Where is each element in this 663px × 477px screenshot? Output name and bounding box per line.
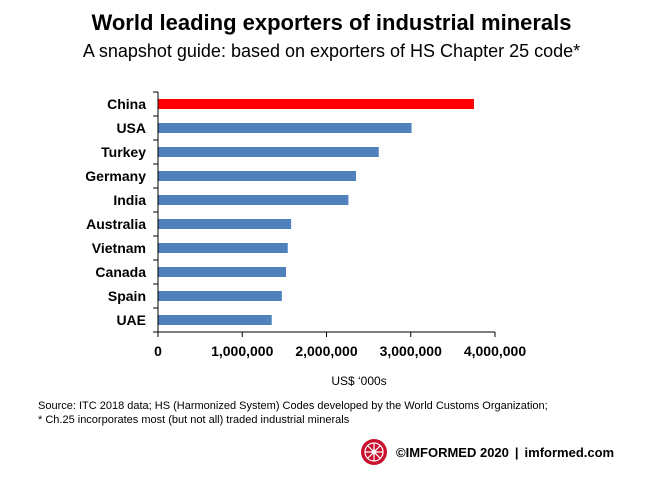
bar-usa [158, 123, 412, 133]
bar-vietnam [158, 243, 288, 253]
bar-germany [158, 171, 356, 181]
chart-subtitle: A snapshot guide: based on exporters of … [82, 41, 581, 61]
x-tick-label: 3,000,000 [380, 343, 442, 359]
x-tick-label: 1,000,000 [211, 343, 273, 359]
category-label: Canada [95, 264, 146, 280]
bar-australia [158, 219, 292, 229]
category-label: Turkey [101, 144, 146, 160]
category-label: Vietnam [92, 240, 146, 256]
category-label: China [107, 96, 146, 112]
category-label: Germany [85, 168, 146, 184]
x-tick-label: 2,000,000 [295, 343, 357, 359]
x-axis-title: US$ ‘000s [331, 374, 386, 388]
bar-india [158, 195, 349, 205]
category-label: Australia [86, 216, 146, 232]
x-tick-label: 0 [154, 343, 162, 359]
footer-copyright: ©IMFORMED 2020 [396, 444, 509, 460]
footer: ©IMFORMED 2020 | imformed.com [360, 437, 614, 467]
bar-canada [158, 267, 287, 277]
category-label: USA [116, 120, 146, 136]
category-label: UAE [116, 312, 146, 328]
chart-title: World leading exporters of industrial mi… [91, 10, 572, 35]
category-label: Spain [108, 288, 146, 304]
category-label: India [113, 192, 146, 208]
bar-turkey [158, 147, 379, 157]
bar-china [158, 99, 474, 109]
footer-website[interactable]: imformed.com [524, 444, 615, 460]
source-line-2: * Ch.25 incorporates most (but not all) … [38, 414, 350, 426]
source-line-1: Source: ITC 2018 data; HS (Harmonized Sy… [38, 400, 548, 412]
x-tick-label: 4,000,000 [464, 343, 526, 359]
bar-uae [158, 315, 272, 325]
imformed-globe-logo-icon [361, 439, 387, 465]
source-note: Source: ITC 2018 data; HS (Harmonized Sy… [38, 399, 548, 427]
footer-separator: | [514, 444, 519, 460]
bar-spain [158, 291, 282, 301]
